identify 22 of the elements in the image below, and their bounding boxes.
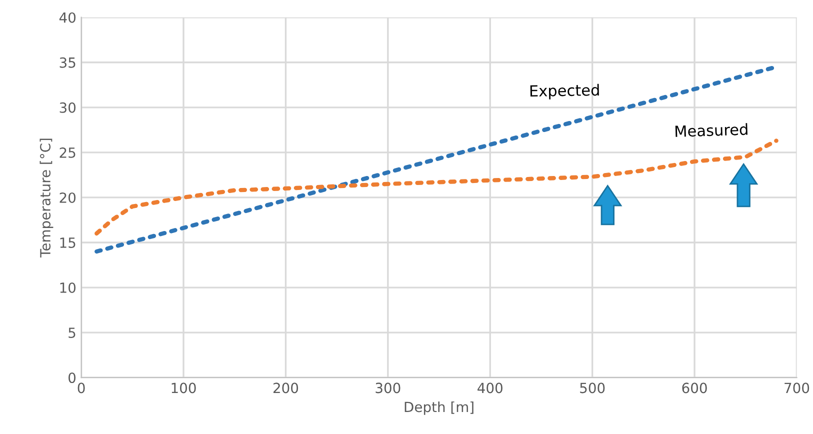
series-label: Measured	[675, 123, 748, 138]
y-tick-label: 15	[60, 238, 76, 248]
line-series	[94, 138, 778, 236]
x-tick-label: 100	[172, 382, 196, 394]
x-axis-title: Depth [m]	[404, 401, 474, 415]
y-tick-label: 0	[68, 372, 76, 384]
x-tick-label: 700	[784, 382, 810, 394]
y-tick-label: 40	[59, 12, 76, 23]
x-tick-label: 300	[376, 382, 400, 394]
series-label: Expected	[530, 84, 599, 100]
x-tick-label: 400	[478, 382, 502, 394]
y-tick-label: 5	[68, 328, 76, 338]
x-tick-label: 600	[682, 382, 707, 394]
y-tick-label: 30	[60, 102, 76, 113]
y-tick-label: 10	[60, 282, 76, 293]
x-tick-label: 500	[580, 382, 605, 394]
y-tick-label: 20	[60, 192, 76, 203]
x-tick-label: 0	[78, 382, 85, 394]
y-tick-label: 35	[60, 57, 76, 68]
y-tick-label: 25	[60, 147, 76, 158]
y-axis-title: Temperature [°C]	[40, 138, 54, 258]
x-tick-label: 200	[273, 382, 298, 394]
